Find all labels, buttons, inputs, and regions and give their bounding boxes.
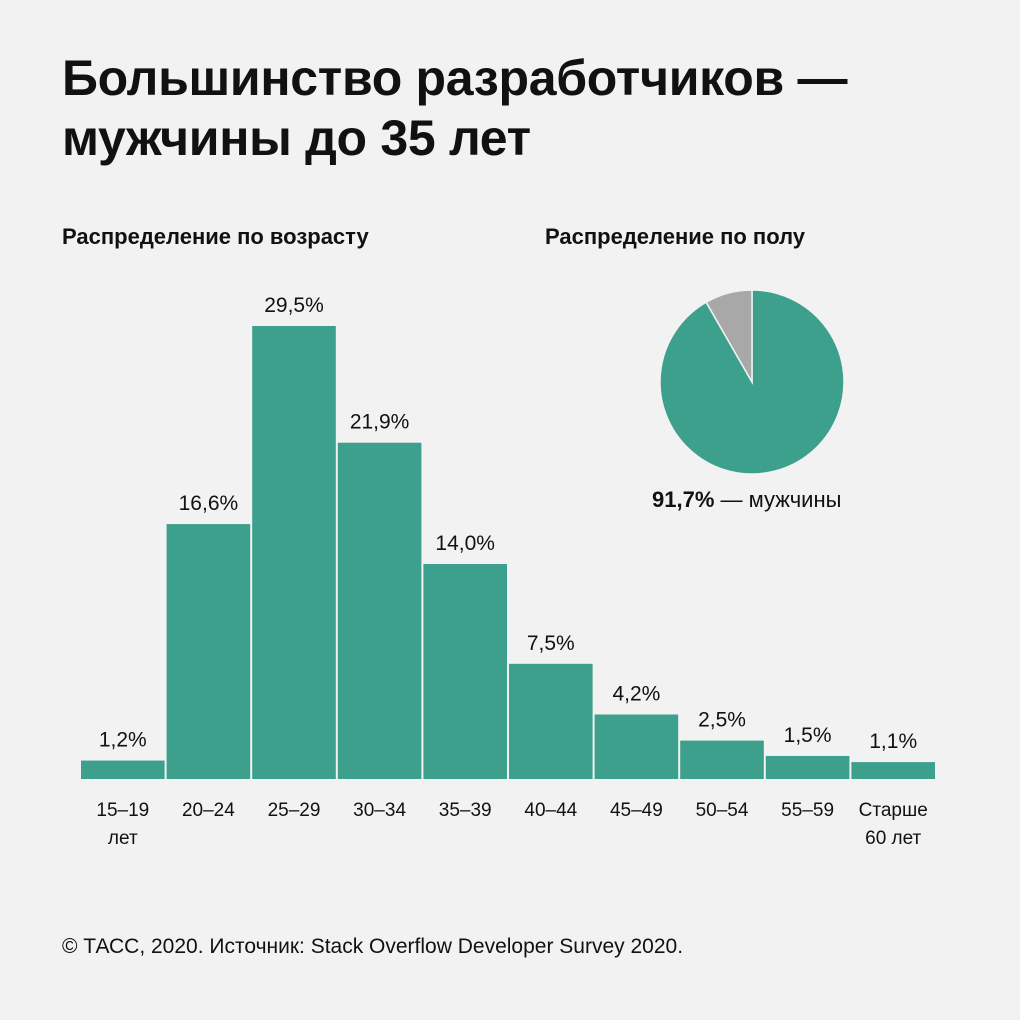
gender-caption: 91,7% — мужчины: [652, 487, 841, 513]
bar-value-label-4: 14,0%: [435, 532, 495, 555]
bar-8: [765, 755, 850, 779]
bar-7: [680, 740, 764, 779]
x-tick-label-2-0: 25–29: [268, 800, 321, 821]
x-tick-label-7-0: 50–54: [696, 800, 749, 821]
bar-6: [594, 714, 679, 779]
bar-1: [166, 524, 251, 779]
bar-value-label-6: 4,2%: [612, 683, 660, 706]
x-tick-label-5-0: 40–44: [524, 800, 577, 821]
bar-value-label-2: 29,5%: [264, 294, 324, 317]
bar-0: [81, 760, 165, 779]
gender-caption-text: — мужчины: [714, 487, 842, 512]
x-tick-label-4-0: 35–39: [439, 800, 492, 821]
bar-value-label-0: 1,2%: [99, 729, 147, 752]
bar-value-label-3: 21,9%: [350, 411, 410, 434]
bar-5: [509, 663, 593, 779]
x-tick-label-9-0: Старше: [859, 800, 928, 821]
bar-value-label-7: 2,5%: [698, 709, 746, 732]
pie-slice-0: [659, 289, 845, 475]
bar-value-label-5: 7,5%: [527, 632, 575, 655]
gender-chart-title: Распределение по полу: [545, 224, 806, 249]
x-tick-label-3-0: 30–34: [353, 800, 406, 821]
bar-value-label-1: 16,6%: [179, 492, 239, 515]
x-tick-label-9-1: 60 лет: [865, 828, 921, 849]
page-title: Большинство разработчиков — мужчины до 3…: [62, 48, 962, 168]
title-line-2: мужчины до 35 лет: [62, 110, 531, 166]
x-tick-label-8-0: 55–59: [781, 800, 834, 821]
x-tick-label-1-0: 20–24: [182, 800, 235, 821]
x-tick-label-6-0: 45–49: [610, 800, 663, 821]
gender-distribution-pie: [659, 289, 845, 475]
bar-value-label-9: 1,1%: [869, 730, 917, 753]
gender-caption-value: 91,7%: [652, 487, 715, 512]
bar-value-label-8: 1,5%: [784, 724, 832, 747]
x-tick-label-0-1: лет: [108, 828, 138, 849]
x-tick-label-0-0: 15–19: [96, 800, 149, 821]
bar-9: [851, 762, 935, 779]
title-line-1: Большинство разработчиков —: [62, 50, 848, 106]
bar-3: [337, 442, 422, 779]
bar-4: [423, 564, 507, 779]
age-distribution-chart: 1,2% 15–19 лет 16,6% 20–24 29,5% 25–29 21,9% 30–…: [81, 294, 935, 849]
source-note: © ТАСС, 2020. Источник: Stack Overflow D…: [62, 935, 684, 958]
pie-slice-1: [705, 289, 753, 385]
bar-2: [252, 326, 336, 779]
age-chart-title: Распределение по возрасту: [62, 224, 369, 249]
